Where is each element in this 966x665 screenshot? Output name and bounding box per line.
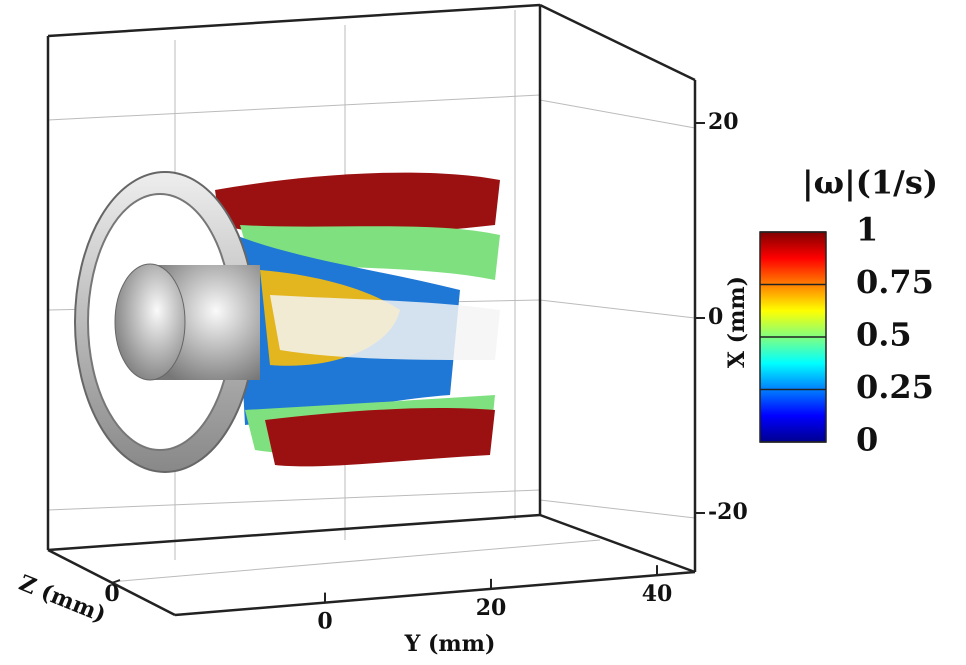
y-tick-label: 0 [317,609,332,635]
z-axis-label: Z (mm) [15,570,109,628]
plot-box [46,3,697,617]
nozzle [74,171,260,473]
x-axis-label: X (mm) [724,276,750,368]
z-tick-label: 0 [104,581,119,607]
y-tick-label: 20 [476,595,507,621]
colorbar-title: |ω|(1/s) [802,164,938,202]
colorbar-tick-label: 0 [856,421,878,459]
x-tick-label: 20 [708,109,739,135]
y-axis-label: Y (mm) [404,631,496,657]
flow-structures [215,172,500,467]
colorbar-tick-label: 1 [856,211,878,249]
colorbar-tick-label: 0.25 [856,368,934,406]
colorbar-tick-label: 0.75 [856,263,934,301]
z-tick [111,579,121,584]
colorbar-tick-label: 0.5 [856,316,912,354]
x-tick-label: -20 [708,499,748,525]
y-tick-label: 40 [642,581,673,607]
x-tick-label: 0 [708,304,723,330]
